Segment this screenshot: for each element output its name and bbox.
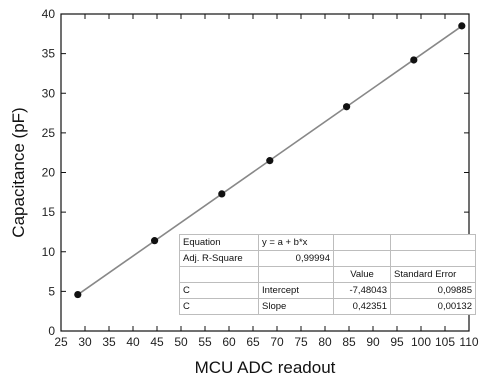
data-point	[458, 22, 466, 30]
x-tick-label: 85	[342, 335, 356, 349]
fit-table-cell: Slope	[258, 298, 334, 315]
y-tick-label: 40	[42, 7, 56, 21]
fit-table-cell	[179, 266, 259, 283]
x-axis-label: MCU ADC readout	[195, 358, 336, 377]
fit-table-cell: -7,48043	[333, 282, 391, 299]
x-tick-label: 70	[270, 335, 284, 349]
data-point	[410, 56, 418, 64]
x-tick-label: 45	[150, 335, 164, 349]
fit-table-cell	[390, 250, 476, 267]
y-axis-label: Capacitance (pF)	[9, 107, 28, 237]
data-point	[151, 237, 159, 245]
fit-table-cell: y = a + b*x	[258, 234, 334, 251]
data-point	[218, 190, 226, 198]
y-tick-label: 5	[48, 284, 55, 298]
linear-fit-table: Equation y = a + b*x Adj. R-Square 0,99994 V…	[179, 234, 476, 315]
fit-table-cell	[333, 234, 391, 251]
y-tick-label: 15	[42, 205, 56, 219]
y-tick-label: 30	[42, 86, 56, 100]
x-tick-label: 50	[174, 335, 188, 349]
fit-table-cell: Value	[333, 266, 391, 283]
fit-table-cell	[333, 250, 391, 267]
x-tick-label: 60	[222, 335, 236, 349]
fit-table-row: C Slope 0,42351 0,00132	[179, 298, 476, 315]
fit-table-cell: 0,09885	[390, 282, 476, 299]
data-point	[343, 103, 351, 111]
y-tick-label: 0	[48, 324, 55, 338]
data-point	[74, 290, 82, 299]
x-tick-label: 55	[198, 335, 212, 349]
x-tick-label: 30	[78, 335, 92, 349]
x-tick-label: 40	[126, 335, 140, 349]
x-tick-label: 65	[246, 335, 260, 349]
x-tick-label: 90	[366, 335, 380, 349]
fit-table-cell: Equation	[179, 234, 259, 251]
y-tick-label: 35	[42, 47, 56, 61]
fit-table-cell: 0,00132	[390, 298, 476, 315]
fit-table-row: Equation y = a + b*x	[179, 234, 476, 251]
x-tick-label: 100	[411, 335, 431, 349]
y-tick-label: 10	[42, 245, 56, 259]
fit-table-cell: Intercept	[258, 282, 334, 299]
fit-table-cell: C	[179, 282, 259, 299]
fit-table-cell	[258, 266, 334, 283]
fit-table-row: Value Standard Error	[179, 266, 476, 283]
fit-table-cell: Adj. R-Square	[179, 250, 259, 267]
fit-table-cell: 0,42351	[333, 298, 391, 315]
x-tick-label: 80	[318, 335, 332, 349]
x-tick-label: 110	[459, 335, 478, 349]
x-tick-label: 105	[435, 335, 455, 349]
x-tick-label: 25	[54, 335, 68, 349]
data-point	[266, 157, 274, 165]
y-tick-label: 20	[42, 166, 56, 180]
fit-table-cell	[390, 234, 476, 251]
fit-table-cell: C	[179, 298, 259, 315]
fit-table-row: Adj. R-Square 0,99994	[179, 250, 476, 267]
x-tick-label: 35	[102, 335, 116, 349]
y-tick-label: 25	[42, 126, 56, 140]
fit-table-cell: 0,99994	[258, 250, 334, 267]
x-tick-label: 75	[294, 335, 308, 349]
fit-table-cell: Standard Error	[390, 266, 476, 283]
fit-table-row: C Intercept -7,48043 0,09885	[179, 282, 476, 299]
x-tick-label: 95	[390, 335, 404, 349]
